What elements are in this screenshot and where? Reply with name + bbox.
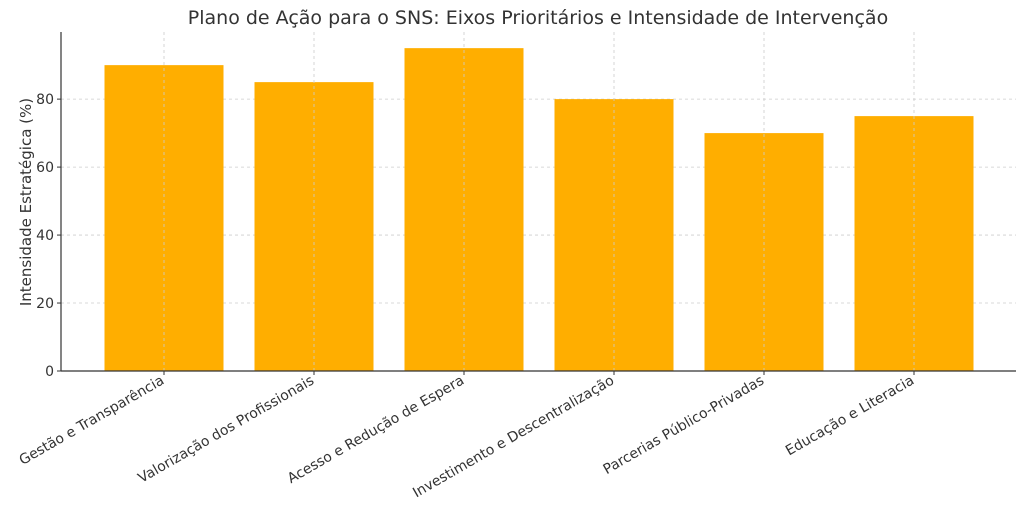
chart-title: Plano de Ação para o SNS: Eixos Prioritá…: [188, 7, 888, 29]
x-tick-label: Educação e Literacia: [783, 373, 917, 460]
y-tick-label: 80: [36, 92, 54, 108]
bar: [404, 48, 524, 372]
y-tick-label: 40: [36, 228, 54, 244]
bars: [104, 32, 974, 372]
y-tick-label: 0: [45, 364, 54, 380]
bar: [704, 133, 824, 371]
y-tick-label: 60: [36, 160, 54, 176]
y-axis-label: Intensidade Estratégica (%): [17, 98, 35, 306]
bar: [554, 99, 674, 371]
x-tick-label: Gestão e Transparência: [17, 373, 167, 469]
y-ticks: 0 20 40 60 80: [36, 92, 61, 380]
y-tick-label: 20: [36, 296, 54, 312]
x-tick-label: Parcerias Público-Privadas: [601, 373, 767, 478]
